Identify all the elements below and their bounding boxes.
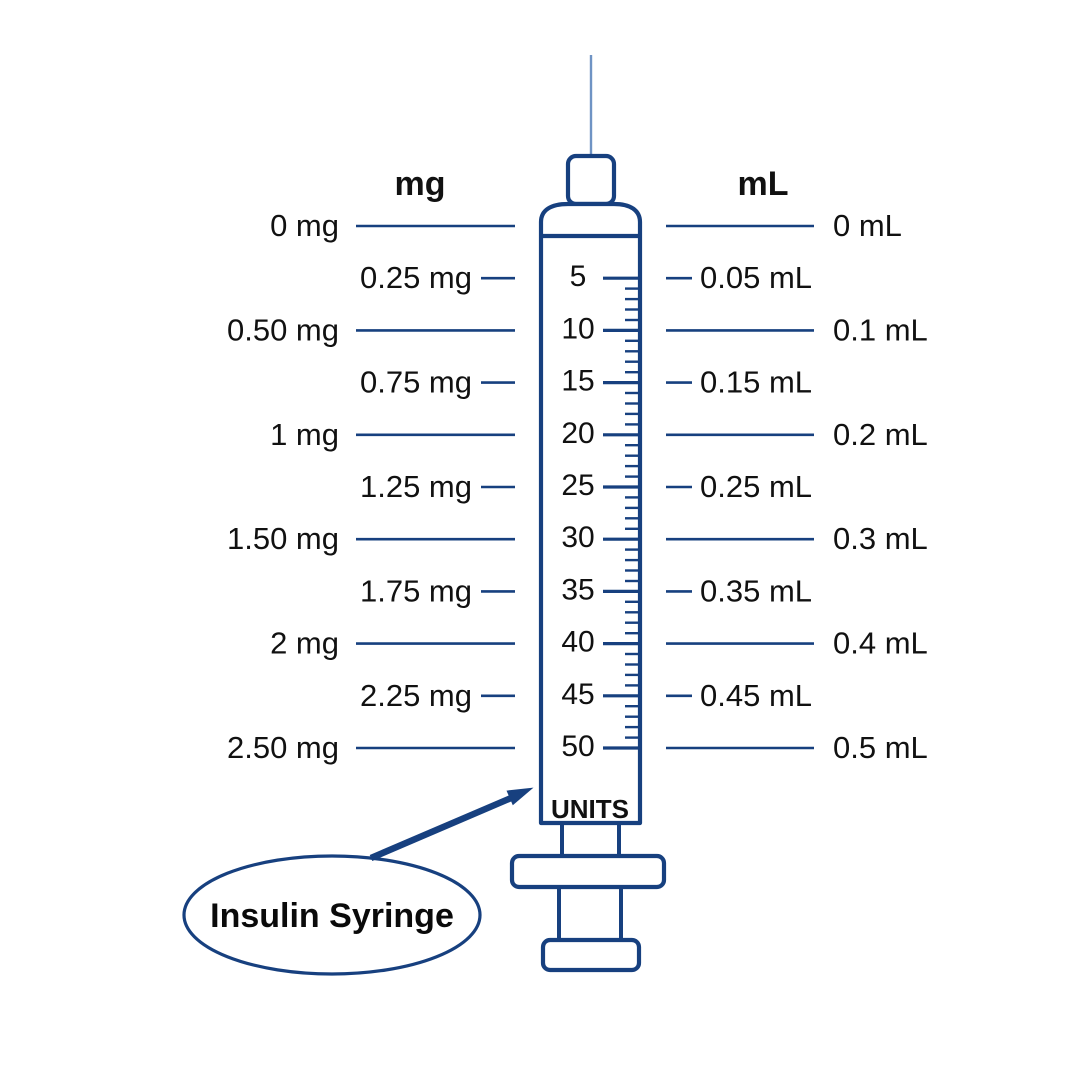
svg-text:Insulin Syringe: Insulin Syringe [210,897,454,935]
svg-text:35: 35 [561,573,594,606]
svg-text:0.25 mL: 0.25 mL [700,469,812,504]
svg-text:0 mL: 0 mL [833,208,902,243]
svg-text:2 mg: 2 mg [270,626,339,661]
svg-text:25: 25 [561,469,594,502]
svg-text:2.50 mg: 2.50 mg [227,730,339,765]
svg-text:1.75 mg: 1.75 mg [360,573,472,608]
svg-text:0.35 mL: 0.35 mL [700,573,812,608]
svg-text:50: 50 [561,730,594,763]
svg-text:30: 30 [561,521,594,554]
svg-text:1 mg: 1 mg [270,417,339,452]
svg-text:5: 5 [570,260,587,293]
svg-text:45: 45 [561,678,594,711]
svg-text:0.5 mL: 0.5 mL [833,730,928,765]
svg-text:2.25 mg: 2.25 mg [360,678,472,713]
svg-text:mL: mL [738,165,789,203]
svg-text:0.75 mg: 0.75 mg [360,365,472,400]
svg-text:0.2 mL: 0.2 mL [833,417,928,452]
svg-text:0.45 mL: 0.45 mL [700,678,812,713]
svg-text:0.3 mL: 0.3 mL [833,521,928,556]
svg-text:mg: mg [395,165,446,203]
svg-text:UNITS: UNITS [551,794,629,824]
svg-text:0.1 mL: 0.1 mL [833,312,928,347]
svg-text:0.15 mL: 0.15 mL [700,365,812,400]
svg-text:0.4 mL: 0.4 mL [833,626,928,661]
svg-text:1.25 mg: 1.25 mg [360,469,472,504]
svg-text:40: 40 [561,626,594,659]
svg-text:10: 10 [561,312,594,345]
svg-text:0.25 mg: 0.25 mg [360,260,472,295]
svg-text:20: 20 [561,417,594,450]
svg-text:15: 15 [561,365,594,398]
svg-text:0.05 mL: 0.05 mL [700,260,812,295]
svg-text:0 mg: 0 mg [270,208,339,243]
svg-text:1.50 mg: 1.50 mg [227,521,339,556]
svg-text:0.50 mg: 0.50 mg [227,312,339,347]
